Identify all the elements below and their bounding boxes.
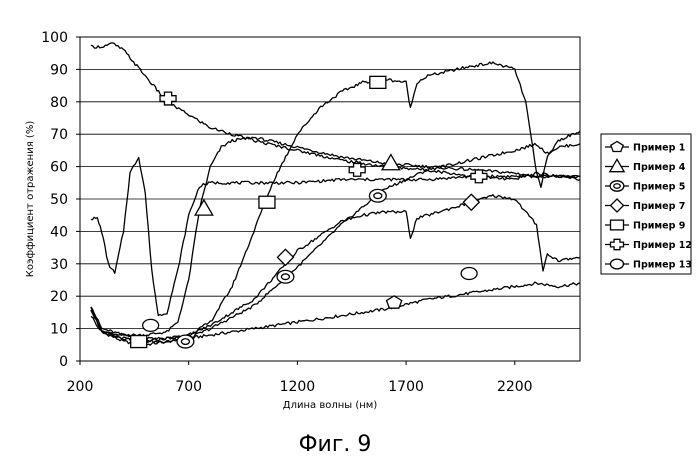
series-line-double-circle-3 [91, 144, 580, 343]
series-marker-plus [349, 163, 365, 176]
legend-label: Пример 4 [633, 162, 686, 173]
series-line-plus-6 [91, 43, 580, 180]
x-tick-label: 200 [67, 379, 94, 395]
legend-marker-circle [611, 259, 624, 269]
y-tick-label: 70 [50, 127, 68, 143]
series-group [91, 43, 580, 345]
x-tick-label: 1700 [388, 379, 424, 395]
figure-caption: Фиг. 9 [299, 432, 372, 457]
x-tick-label: 2200 [497, 379, 533, 395]
series-marker-pentagon [387, 296, 402, 308]
legend-label: Пример 5 [633, 182, 685, 193]
y-tick-label: 0 [59, 354, 68, 370]
series-marker-double-circle-inner [374, 193, 382, 199]
y-tick-label: 20 [50, 289, 68, 305]
series-marker-circle [143, 319, 159, 331]
y-tick-label: 90 [50, 62, 68, 78]
series-marker-square [370, 76, 386, 88]
y-tick-label: 50 [50, 192, 68, 208]
series-marker-square [259, 196, 275, 208]
y-tick-label: 80 [50, 95, 68, 111]
series-marker-circle [461, 268, 477, 280]
series-marker-double-circle [369, 189, 386, 202]
series-marker-double-circle [277, 270, 294, 283]
legend-marker-double-circle [610, 181, 624, 191]
y-tick-label: 30 [50, 257, 68, 273]
series-marker-diamond [463, 194, 479, 210]
series-marker-double-circle [177, 335, 194, 348]
series-marker-square [131, 336, 147, 348]
series-marker-triangle [195, 200, 213, 215]
legend-label: Пример 1 [633, 143, 685, 154]
x-tick-label: 1200 [280, 379, 316, 395]
legend-label: Пример 12 [633, 240, 692, 251]
series-marker-plus [160, 92, 176, 105]
legend-marker-double-circle-inner [614, 184, 621, 189]
legend-label: Пример 9 [633, 221, 685, 232]
legend-label: Пример 13 [633, 260, 692, 271]
legend-label: Пример 7 [633, 201, 685, 212]
series-marker-double-circle-inner [281, 274, 289, 280]
series-marker-diamond [277, 249, 293, 265]
series-line-diamond-4 [91, 195, 580, 340]
y-tick-label: 40 [50, 224, 68, 240]
series-line-circle-7 [91, 158, 580, 316]
x-tick-label: 700 [175, 379, 202, 395]
y-tick-label: 60 [50, 160, 68, 176]
y-axis-title: Коэффициент отражения (%) [25, 121, 36, 278]
series-marker-triangle [382, 155, 400, 170]
legend: Пример 1 Пример 4 Пример 5 Пример 7 Пример 9… [601, 134, 692, 274]
x-axis-ticks: 200 700 1200 1700 2200 [67, 361, 533, 395]
marker-group [131, 76, 487, 348]
y-tick-label: 10 [50, 322, 68, 338]
y-tick-label: 100 [41, 30, 68, 46]
x-axis-title: Длина волны (нм) [283, 400, 378, 411]
series-line-triangle-2 [91, 137, 580, 336]
series-marker-double-circle-inner [181, 339, 189, 345]
legend-marker-square [611, 220, 624, 230]
series-marker-plus [471, 170, 487, 183]
y-axis-ticks: 0 10 20 30 40 50 60 70 80 90 100 [41, 30, 80, 370]
